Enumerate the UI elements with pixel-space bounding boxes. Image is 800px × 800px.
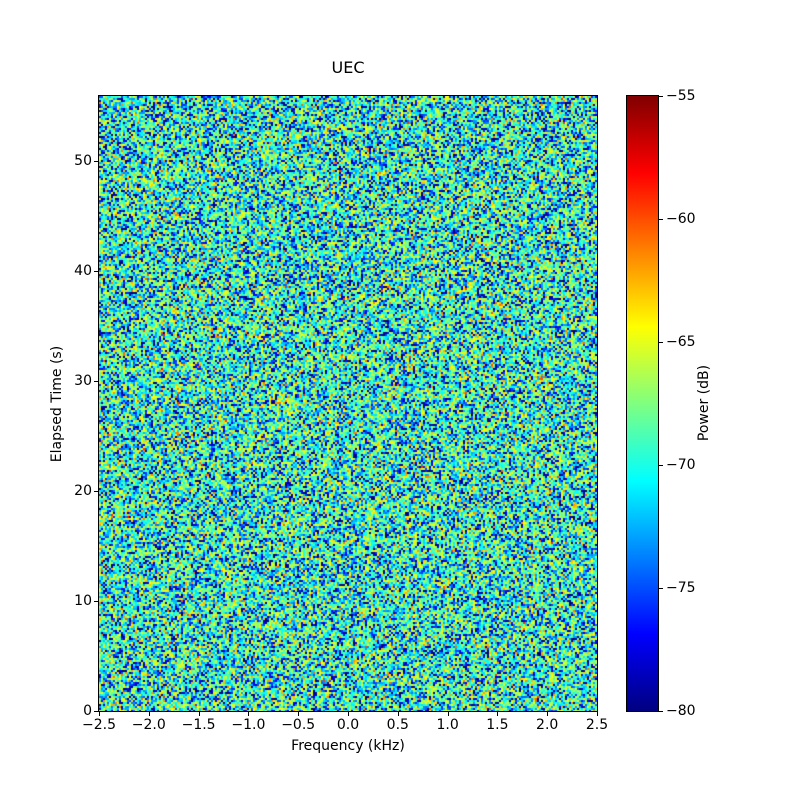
y-tick-mark — [94, 711, 98, 712]
x-tick-mark — [547, 712, 549, 716]
y-tick-mark — [94, 600, 98, 602]
y-tick-label: 50 — [74, 152, 92, 169]
colorbar-tick-label: −60 — [666, 211, 696, 227]
y-tick-label: 30 — [74, 372, 92, 389]
y-tick-label: 40 — [74, 262, 92, 279]
y-tick-mark — [94, 380, 98, 382]
x-tick-mark — [99, 712, 100, 716]
y-tick-label: 10 — [74, 592, 92, 609]
colorbar-tick-mark — [659, 465, 663, 466]
y-tick-mark — [94, 160, 98, 162]
colorbar-tick-label: −65 — [666, 334, 696, 350]
x-tick-label: 1.5 — [486, 717, 509, 733]
x-tick-mark — [298, 712, 300, 716]
spectrogram-plot-area — [98, 95, 598, 712]
x-tick-label: −2.5 — [82, 717, 116, 733]
x-tick-mark — [397, 712, 399, 716]
y-tick-mark — [94, 270, 98, 272]
colorbar-tick-mark — [659, 342, 663, 343]
y-tick-label: 20 — [74, 482, 92, 499]
colorbar-tick-mark — [659, 711, 663, 712]
y-axis-label: Elapsed Time (s) — [49, 345, 65, 463]
colorbar — [626, 95, 659, 712]
x-tick-label: −1.0 — [231, 717, 266, 733]
x-tick-label: 2.5 — [585, 717, 609, 733]
colorbar-tick-label: −80 — [666, 703, 696, 719]
colorbar-tick-label: −75 — [666, 580, 696, 596]
x-tick-mark — [148, 712, 150, 716]
x-tick-mark — [447, 712, 449, 716]
spectrogram-canvas — [99, 96, 597, 711]
x-tick-mark — [248, 712, 250, 716]
colorbar-tick-label: −70 — [666, 457, 696, 473]
x-tick-label: 2.0 — [536, 717, 559, 733]
x-tick-label: −1.5 — [181, 717, 216, 733]
y-tick-mark — [94, 490, 98, 492]
x-tick-mark — [348, 712, 349, 716]
colorbar-label: Power (dB) — [696, 364, 712, 442]
x-tick-label: −0.5 — [281, 717, 316, 733]
x-tick-mark — [497, 712, 499, 716]
colorbar-tick-label: −55 — [666, 88, 696, 104]
x-tick-label: 0.5 — [386, 717, 409, 733]
x-tick-mark — [198, 712, 200, 716]
x-tick-label: 0.0 — [336, 717, 360, 733]
y-tick-label: 0 — [83, 703, 92, 719]
x-tick-label: −2.0 — [131, 717, 166, 733]
x-tick-mark — [597, 712, 598, 716]
colorbar-tick-mark — [659, 96, 663, 97]
colorbar-tick-mark — [659, 588, 663, 589]
colorbar-tick-mark — [659, 219, 663, 220]
x-axis-label: Frequency (kHz) — [291, 738, 405, 754]
plot-title: UEC — [331, 58, 365, 77]
x-tick-label: 1.0 — [436, 717, 459, 733]
